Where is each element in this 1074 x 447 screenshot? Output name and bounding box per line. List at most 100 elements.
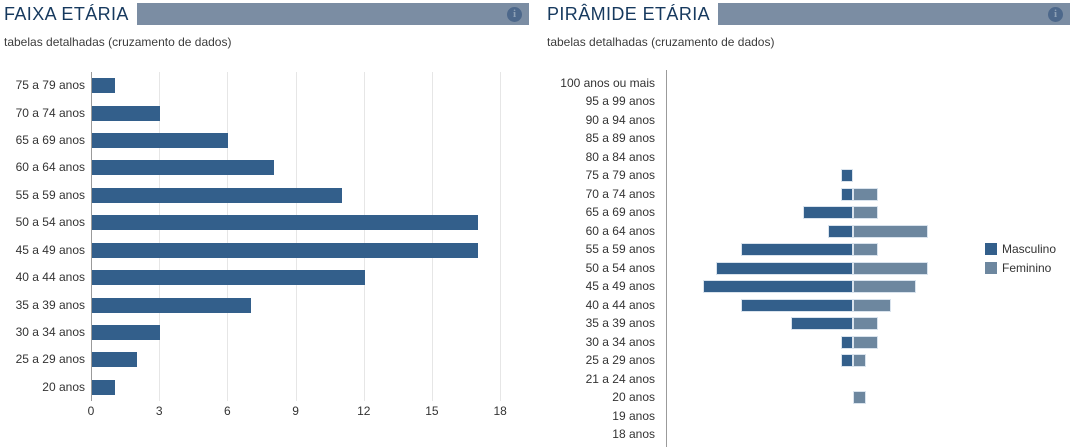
category-label: 70 a 74 anos: [15, 105, 85, 120]
bar-20-anos: [92, 379, 115, 395]
x-tick-label: 12: [357, 404, 371, 419]
y-axis-line: [666, 70, 667, 447]
feminino-bar-35-a-39-anos: [853, 317, 878, 330]
bar-70-a-74-anos: [92, 105, 161, 121]
category-label: 20 anos: [42, 379, 85, 394]
category-label: 30 a 34 anos: [15, 324, 85, 339]
masculino-bar-50-a-54-anos: [715, 261, 853, 275]
category-label: 70 a 74 anos: [585, 186, 655, 201]
bar-40-a-44-anos: [92, 270, 365, 286]
category-label: 45 a 49 anos: [585, 279, 655, 293]
category-label: 75 a 79 anos: [585, 168, 655, 182]
category-label: 60 a 64 anos: [585, 223, 655, 238]
feminino-bar-45-a-49-anos: [853, 280, 916, 293]
category-label: 25 a 29 anos: [585, 353, 655, 367]
masculino-bar-25-a-29-anos: [840, 354, 853, 367]
legend-item-masculino[interactable]: Masculino: [985, 242, 1056, 256]
bar-30-a-34-anos: [92, 324, 161, 340]
category-label: 40 a 44 anos: [585, 297, 655, 312]
header-bar: i: [718, 3, 1070, 25]
masculino-bar-30-a-34-anos: [840, 335, 853, 349]
masculino-bar-55-a-59-anos: [740, 243, 853, 256]
x-tick-label: 18: [493, 404, 507, 419]
legend-item-feminino[interactable]: Feminino: [985, 261, 1056, 275]
category-label: 21 a 24 anos: [585, 371, 655, 386]
detailed-tables-link[interactable]: tabelas detalhadas (cruzamento de dados): [4, 35, 232, 49]
legend-label-masculino: Masculino: [1002, 242, 1057, 256]
x-tick-label: 9: [292, 404, 299, 419]
category-label: 18 anos: [612, 427, 655, 441]
category-label: 35 a 39 anos: [585, 316, 655, 330]
page-title: FAIXA ETÁRIA: [4, 4, 129, 24]
category-label: 75 a 79 anos: [15, 78, 85, 93]
category-label: 95 a 99 anos: [585, 94, 655, 108]
category-label: 55 a 59 anos: [585, 242, 655, 256]
category-label: 25 a 29 anos: [15, 352, 85, 367]
feminino-bar-20-anos: [853, 391, 866, 404]
gridline: [500, 72, 502, 402]
legend-label-feminino: Feminino: [1002, 261, 1052, 275]
bar-60-a-64-anos: [92, 160, 274, 176]
masculino-bar-45-a-49-anos: [703, 280, 853, 293]
bar-75-a-79-anos: [92, 78, 115, 94]
feminino-bar-50-a-54-anos: [853, 261, 928, 275]
feminino-swatch: [985, 262, 997, 274]
info-icon[interactable]: i: [507, 6, 522, 22]
feminino-bar-30-a-34-anos: [853, 335, 878, 349]
panel-header: FAIXA ETÁRIA i: [4, 3, 529, 25]
masculino-swatch: [985, 243, 997, 255]
category-label: 85 a 89 anos: [585, 131, 655, 145]
x-tick-label: 0: [87, 404, 95, 419]
category-label: 50 a 54 anos: [15, 215, 85, 230]
category-label: 40 a 44 anos: [15, 270, 85, 285]
category-label: 50 a 54 anos: [585, 260, 655, 275]
masculino-bar-35-a-39-anos: [790, 317, 853, 330]
x-tick-label: 3: [155, 404, 163, 419]
bar-45-a-49-anos: [92, 242, 479, 258]
feminino-bar-40-a-44-anos: [853, 298, 891, 312]
bar-25-a-29-anos: [92, 352, 138, 368]
category-label: 80 a 84 anos: [585, 149, 655, 164]
page-title: PIRÂMIDE ETÁRIA: [547, 4, 711, 24]
category-label: 60 a 64 anos: [15, 160, 85, 175]
gridline: [295, 72, 297, 402]
bar-65-a-69-anos: [92, 133, 229, 149]
gridline: [227, 72, 229, 402]
category-label: 30 a 34 anos: [585, 334, 655, 349]
bar-55-a-59-anos: [92, 187, 343, 203]
bar-35-a-39-anos: [92, 297, 252, 313]
category-label: 90 a 94 anos: [585, 112, 655, 127]
category-label: 65 a 69 anos: [15, 133, 85, 148]
feminino-bar-60-a-64-anos: [853, 224, 928, 238]
category-label: 20 anos: [612, 390, 655, 404]
panel-header: PIRÂMIDE ETÁRIA i: [547, 3, 1070, 25]
feminino-bar-65-a-69-anos: [853, 206, 878, 219]
info-icon[interactable]: i: [1048, 6, 1063, 22]
category-label: 35 a 39 anos: [15, 297, 85, 312]
category-label: 45 a 49 anos: [15, 242, 85, 257]
panel-faixa-etaria: FAIXA ETÁRIA i tabelas detalhadas (cruza…: [4, 3, 529, 419]
x-tick-label: 6: [224, 404, 231, 419]
detailed-tables-link[interactable]: tabelas detalhadas (cruzamento de dados): [547, 35, 775, 49]
gridline: [159, 72, 161, 402]
category-label: 100 anos ou mais: [560, 75, 655, 90]
masculino-bar-40-a-44-anos: [740, 298, 853, 312]
category-label: 19 anos: [612, 408, 655, 423]
header-bar: i: [136, 3, 529, 25]
category-label: 55 a 59 anos: [15, 187, 85, 202]
gridline: [363, 72, 365, 402]
masculino-bar-75-a-79-anos: [840, 169, 853, 182]
masculino-bar-65-a-69-anos: [803, 206, 853, 219]
gridline: [431, 72, 433, 402]
legend: Masculino Feminino: [985, 242, 1056, 280]
feminino-bar-55-a-59-anos: [853, 243, 878, 256]
feminino-bar-70-a-74-anos: [853, 187, 878, 201]
masculino-bar-60-a-64-anos: [828, 224, 853, 238]
category-label: 65 a 69 anos: [585, 205, 655, 219]
y-axis-line: [91, 72, 92, 402]
bar-50-a-54-anos: [92, 215, 479, 231]
x-tick-label: 15: [425, 404, 439, 419]
feminino-bar-25-a-29-anos: [853, 354, 866, 367]
panel-piramide-etaria: PIRÂMIDE ETÁRIA i tabelas detalhadas (cr…: [537, 0, 1074, 447]
masculino-bar-70-a-74-anos: [840, 187, 853, 201]
